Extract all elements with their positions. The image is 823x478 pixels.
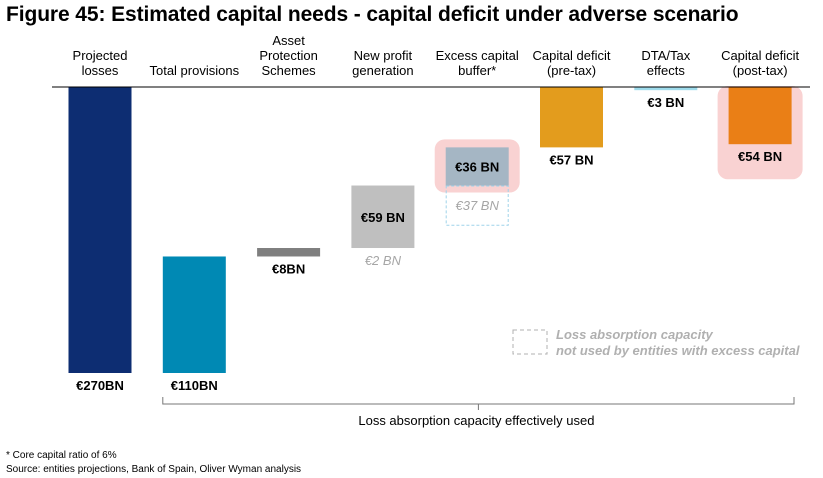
value-label-8: €54 BN [738,149,782,164]
bar-4 [351,185,415,249]
unused-capacity-label-5: €37 BN [456,198,500,213]
legend-text-line-1: Loss absorption capacity [556,327,714,342]
legend-text-line-2: not used by entities with excess capital [556,343,800,358]
bar-3 [257,248,321,257]
category-label-2: Total provisions [149,63,239,78]
bar-1 [68,87,132,373]
category-label-8: Capital deficit (post-tax) [721,48,799,78]
bar-8 [728,87,792,145]
value-label-4: €59 BN [361,210,405,225]
value-label-7: €3 BN [647,95,684,110]
chart-title: Figure 45: Estimated capital needs - cap… [6,3,739,26]
bar-6 [540,87,603,148]
footnote-source: Source: entities projections, Bank of Sp… [6,464,302,475]
value-label-3: €8BN [272,261,305,276]
unused-capacity-label-4: €2 BN [365,253,402,268]
category-label-6: Capital deficit (pre-tax) [532,48,610,78]
category-label-4: New profit generation [352,48,413,78]
footnote-core-capital: * Core capital ratio of 6% [6,450,117,461]
value-label-1: €270BN [76,378,124,393]
value-label-6: €57 BN [549,152,593,167]
unused-capacity-5 [445,185,509,226]
value-label-2: €110BN [171,378,218,393]
footnotes: * Core capital ratio of 6% Source: entit… [6,449,301,477]
legend-swatch [512,329,548,355]
waterfall-chart: Projected losses Total provisions Asset Prot… [52,33,810,428]
value-label-5: €36 BN [455,159,499,174]
bar-5 [445,147,509,186]
category-label-3: Asset Protection Schemes [259,33,318,78]
bracket-line [162,397,795,410]
category-label-1: Projected losses [73,48,128,78]
bar-7 [634,87,698,91]
bracket-label: Loss absorption capacity effectively use… [358,413,594,428]
bar-2 [162,256,226,373]
category-label-5: Excess capital buffer* [436,48,519,78]
category-label-7: DTA/Tax effects [641,48,690,78]
